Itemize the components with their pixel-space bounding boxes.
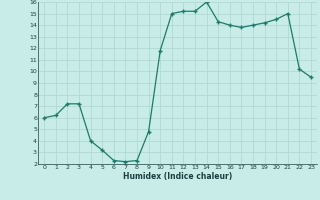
X-axis label: Humidex (Indice chaleur): Humidex (Indice chaleur) xyxy=(123,172,232,181)
